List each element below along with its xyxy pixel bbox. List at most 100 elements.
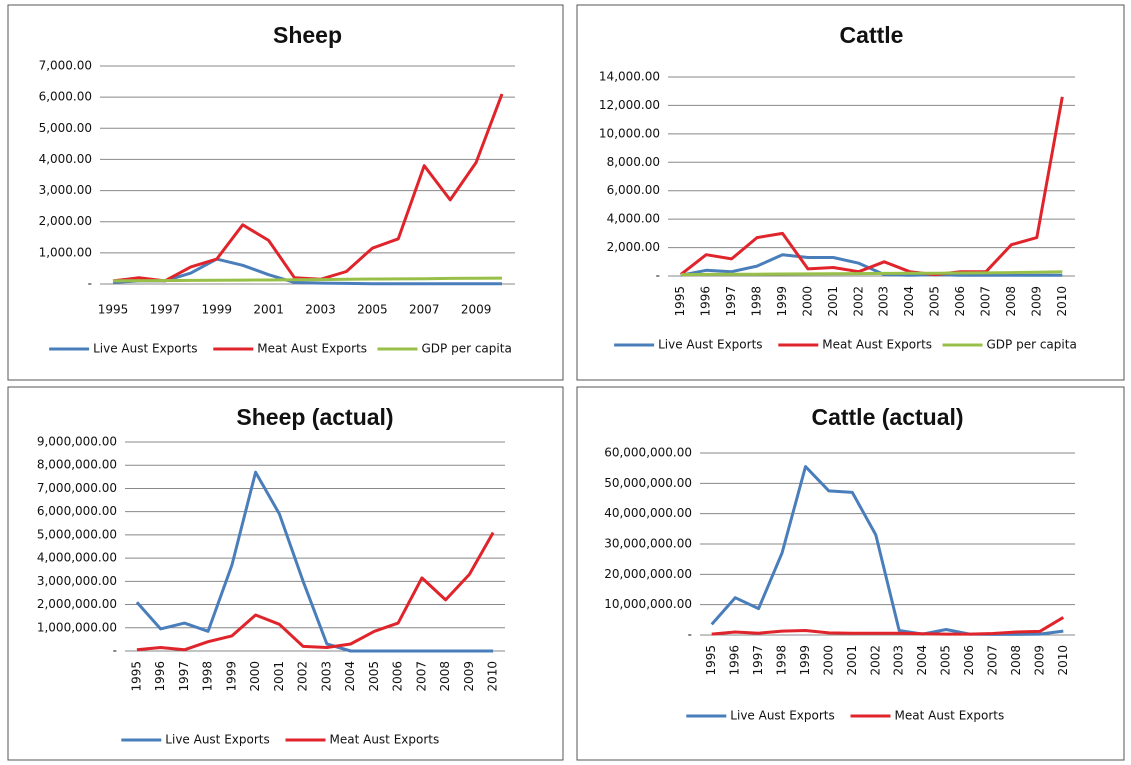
x-tick-label: 2010 — [1055, 286, 1069, 317]
x-tick-label: 2007 — [985, 645, 999, 676]
y-tick-label: 1,000,000.00 — [37, 620, 117, 634]
y-tick-label: 12,000.00 — [599, 98, 660, 112]
y-tick-label: 20,000,000.00 — [604, 567, 692, 581]
legend-label: Live Aust Exports — [658, 338, 762, 352]
x-tick-label: 1995 — [98, 303, 129, 317]
x-tick-label: 2002 — [851, 286, 865, 317]
series-line — [112, 276, 503, 283]
y-tick-label: - — [688, 628, 692, 642]
x-tick-label: 2005 — [357, 303, 388, 317]
y-tick-label: - — [656, 269, 660, 283]
y-tick-label: 6,000.00 — [39, 90, 92, 104]
x-tick-label: 2003 — [877, 286, 891, 317]
y-tick-label: 40,000,000.00 — [604, 506, 692, 520]
panel-frame — [576, 4, 1125, 381]
series-line — [135, 470, 494, 653]
y-tick-label: 4,000.00 — [39, 152, 92, 166]
legend-label: Meat Aust Exports — [895, 709, 1005, 723]
x-tick-label: 2008 — [438, 661, 452, 692]
y-tick-label: 6,000,000.00 — [37, 504, 117, 518]
x-tick-label: 1996 — [699, 286, 713, 317]
x-tick-label: 1997 — [751, 645, 765, 676]
y-tick-label: 8,000,000.00 — [37, 458, 117, 472]
x-tick-label: 2001 — [845, 645, 859, 676]
y-tick-label: 10,000.00 — [599, 126, 660, 140]
y-tick-label: 8,000.00 — [607, 155, 660, 169]
x-tick-label: 2004 — [915, 645, 929, 676]
y-tick-label: 14,000.00 — [599, 70, 660, 84]
legend-label: Live Aust Exports — [730, 709, 834, 723]
y-tick-label: 4,000,000.00 — [37, 551, 117, 565]
x-tick-label: 2004 — [343, 661, 357, 692]
y-tick-label: 2,000.00 — [39, 214, 92, 228]
x-tick-label: 2002 — [868, 645, 882, 676]
y-tick-label: 7,000,000.00 — [37, 481, 117, 495]
x-tick-label: 1997 — [177, 661, 191, 692]
x-tick-label: 2001 — [272, 661, 286, 692]
y-tick-label: - — [88, 277, 92, 291]
panel-frame — [7, 4, 564, 381]
chart-title: Cattle — [840, 22, 904, 48]
legend-label: Meat Aust Exports — [822, 338, 932, 352]
x-tick-label: 2007 — [978, 286, 992, 317]
legend-label: Live Aust Exports — [93, 342, 197, 356]
legend-label: GDP per capita — [422, 342, 512, 356]
series-line — [711, 616, 1065, 636]
x-tick-label: 2007 — [414, 661, 428, 692]
x-tick-label: 2006 — [962, 645, 976, 676]
y-tick-label: 30,000,000.00 — [604, 537, 692, 551]
x-tick-label: 1997 — [150, 303, 181, 317]
x-tick-label: 2009 — [1032, 645, 1046, 676]
x-tick-label: 1996 — [153, 661, 167, 692]
x-tick-label: 2002 — [296, 661, 310, 692]
chart-title: Cattle (actual) — [811, 404, 963, 430]
x-tick-label: 2003 — [319, 661, 333, 692]
y-tick-label: 3,000.00 — [39, 183, 92, 197]
y-tick-label: 2,000.00 — [607, 240, 660, 254]
y-tick-label: 7,000.00 — [39, 59, 92, 73]
series-line — [679, 96, 1064, 277]
y-tick-label: 3,000,000.00 — [37, 574, 117, 588]
x-tick-label: 2001 — [253, 303, 284, 317]
series-line — [710, 465, 1064, 636]
x-tick-label: 2008 — [1009, 645, 1023, 676]
x-tick-label: 2010 — [486, 661, 500, 692]
chart-title: Sheep (actual) — [236, 404, 393, 430]
x-tick-label: 1997 — [724, 286, 738, 317]
x-tick-label: 1998 — [201, 661, 215, 692]
legend-label: Meat Aust Exports — [257, 342, 367, 356]
x-tick-label: 2000 — [248, 661, 262, 692]
x-tick-label: 1995 — [129, 661, 143, 692]
legend-label: GDP per capita — [987, 338, 1077, 352]
x-tick-label: 1999 — [201, 303, 232, 317]
y-tick-label: 60,000,000.00 — [604, 446, 692, 460]
x-tick-label: 1998 — [775, 645, 789, 676]
x-tick-label: 1995 — [704, 645, 718, 676]
x-tick-label: 2009 — [462, 661, 476, 692]
x-tick-label: 2003 — [892, 645, 906, 676]
x-tick-label: 2007 — [409, 303, 440, 317]
y-tick-label: 9,000,000.00 — [37, 435, 117, 449]
y-tick-label: 4,000.00 — [607, 212, 660, 226]
x-tick-label: 2005 — [928, 286, 942, 317]
legend-label: Live Aust Exports — [165, 733, 269, 747]
series-line — [136, 531, 495, 652]
x-tick-label: 2003 — [305, 303, 336, 317]
x-tick-label: 2001 — [826, 286, 840, 317]
x-tick-label: 1999 — [798, 645, 812, 676]
y-tick-label: 10,000,000.00 — [604, 597, 692, 611]
y-tick-label: 5,000.00 — [39, 121, 92, 135]
legend-label: Meat Aust Exports — [330, 733, 440, 747]
x-tick-label: 2010 — [1056, 645, 1070, 676]
y-tick-label: 6,000.00 — [607, 183, 660, 197]
x-tick-label: 1996 — [728, 645, 742, 676]
series-line — [112, 257, 502, 286]
x-tick-label: 2009 — [1029, 286, 1043, 317]
x-tick-label: 1995 — [673, 286, 687, 317]
x-tick-label: 2006 — [391, 661, 405, 692]
chart-title: Sheep — [273, 22, 342, 48]
x-tick-label: 2005 — [939, 645, 953, 676]
x-tick-label: 1999 — [224, 661, 238, 692]
